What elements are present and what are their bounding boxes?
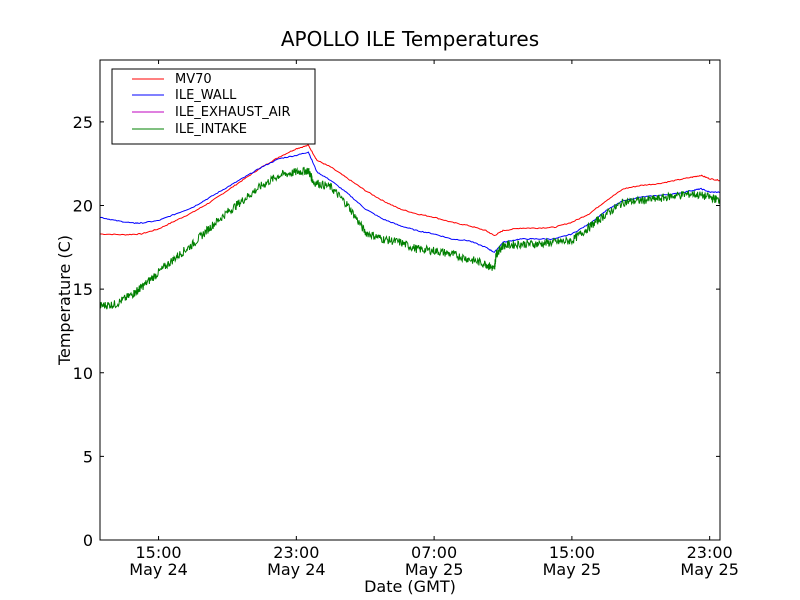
chart-title: APOLLO ILE Temperatures <box>281 27 539 51</box>
x-axis-label: Date (GMT) <box>364 577 456 596</box>
series-layer <box>99 144 721 310</box>
series-line-ile-intake <box>99 166 721 310</box>
x-tick-label-time: 15:00 <box>549 543 595 562</box>
x-tick-label-date: May 25 <box>680 560 739 579</box>
x-tick-label-date: May 25 <box>405 560 464 579</box>
series-line-mv70 <box>100 144 721 237</box>
legend: MV70 ILE_WALL ILE_EXHAUST_AIR ILE_INTAKE <box>111 68 316 145</box>
y-axis-label: Temperature (C) <box>55 235 74 366</box>
x-tick-label-time: 15:00 <box>136 543 182 562</box>
plot-area <box>99 59 721 541</box>
y-tick-label: 15 <box>73 280 93 299</box>
x-tick-label-time: 23:00 <box>687 543 733 562</box>
x-tick-label-date: May 24 <box>129 560 188 579</box>
x-tick-label-time: 07:00 <box>411 543 457 562</box>
y-tick-label: 5 <box>83 447 93 466</box>
x-tick-label-time: 23:00 <box>273 543 319 562</box>
legend-label-ile-intake: ILE_INTAKE <box>175 122 247 137</box>
x-tick-label-date: May 25 <box>543 560 602 579</box>
legend-label-mv70: MV70 <box>175 72 212 87</box>
legend-label-ile-wall: ILE_WALL <box>175 88 237 103</box>
legend-box <box>111 68 316 145</box>
y-tick-label: 20 <box>73 197 93 216</box>
y-tick-label: 10 <box>73 364 93 383</box>
legend-label-ile-exhaust-air: ILE_EXHAUST_AIR <box>175 105 291 120</box>
y-tick-label: 0 <box>83 531 93 550</box>
y-tick-label: 25 <box>73 113 93 132</box>
x-tick-label-date: May 24 <box>267 560 326 579</box>
